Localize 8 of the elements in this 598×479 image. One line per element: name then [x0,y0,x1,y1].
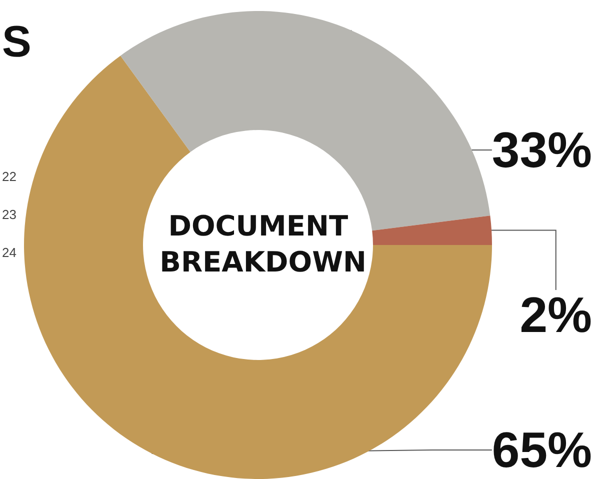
text: S [2,18,32,66]
text: 24 [2,245,16,260]
text: 22 [2,169,16,184]
data-label: 2% [520,287,592,343]
text: DOCUMENT BREAKDOWN [160,210,366,278]
data-label: 33% [492,122,592,178]
text: 23 [2,207,16,222]
data-label: 65% [492,422,592,478]
